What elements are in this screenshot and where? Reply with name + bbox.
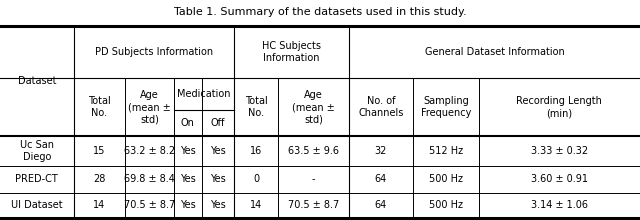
Text: UI Dataset: UI Dataset — [11, 200, 63, 210]
Text: Recording Length
(min): Recording Length (min) — [516, 96, 602, 118]
Text: Age
(mean ±
std): Age (mean ± std) — [292, 90, 335, 125]
Text: 3.33 ± 0.32: 3.33 ± 0.32 — [531, 146, 588, 156]
Text: Yes: Yes — [210, 174, 225, 184]
Text: 32: 32 — [374, 146, 387, 156]
Text: Yes: Yes — [180, 200, 196, 210]
Text: 69.8 ± 8.4: 69.8 ± 8.4 — [124, 174, 175, 184]
Text: Yes: Yes — [210, 200, 225, 210]
Text: 500 Hz: 500 Hz — [429, 174, 463, 184]
Text: 70.5 ± 8.7: 70.5 ± 8.7 — [124, 200, 175, 210]
Text: Age
(mean ±
std): Age (mean ± std) — [128, 90, 171, 125]
Text: Yes: Yes — [180, 174, 196, 184]
Text: Table 1. Summary of the datasets used in this study.: Table 1. Summary of the datasets used in… — [173, 7, 467, 16]
Text: Yes: Yes — [210, 146, 225, 156]
Text: Total
No.: Total No. — [244, 96, 268, 118]
Text: Yes: Yes — [180, 146, 196, 156]
Text: Dataset: Dataset — [17, 76, 56, 86]
Text: 3.60 ± 0.91: 3.60 ± 0.91 — [531, 174, 588, 184]
Text: Off: Off — [211, 118, 225, 128]
Text: 14: 14 — [93, 200, 106, 210]
Text: 70.5 ± 8.7: 70.5 ± 8.7 — [288, 200, 339, 210]
Text: 3.14 ± 1.06: 3.14 ± 1.06 — [531, 200, 588, 210]
Text: On: On — [181, 118, 195, 128]
Text: 15: 15 — [93, 146, 106, 156]
Text: 512 Hz: 512 Hz — [429, 146, 463, 156]
Text: -: - — [312, 174, 316, 184]
Text: 63.2 ± 8.2: 63.2 ± 8.2 — [124, 146, 175, 156]
Text: Uc San
Diego: Uc San Diego — [20, 140, 54, 162]
Text: 28: 28 — [93, 174, 106, 184]
Text: 500 Hz: 500 Hz — [429, 200, 463, 210]
Text: 14: 14 — [250, 200, 262, 210]
Text: 64: 64 — [374, 200, 387, 210]
Text: Sampling
Frequency: Sampling Frequency — [420, 96, 471, 118]
Text: 63.5 ± 9.6: 63.5 ± 9.6 — [288, 146, 339, 156]
Text: 0: 0 — [253, 174, 259, 184]
Text: 64: 64 — [374, 174, 387, 184]
Text: Total
No.: Total No. — [88, 96, 111, 118]
Text: PD Subjects Information: PD Subjects Information — [95, 47, 212, 57]
Text: 16: 16 — [250, 146, 262, 156]
Text: Medication: Medication — [177, 89, 230, 99]
Text: General Dataset Information: General Dataset Information — [424, 47, 564, 57]
Text: HC Subjects
Information: HC Subjects Information — [262, 41, 321, 63]
Text: No. of
Channels: No. of Channels — [358, 96, 403, 118]
Text: PRED-CT: PRED-CT — [15, 174, 58, 184]
